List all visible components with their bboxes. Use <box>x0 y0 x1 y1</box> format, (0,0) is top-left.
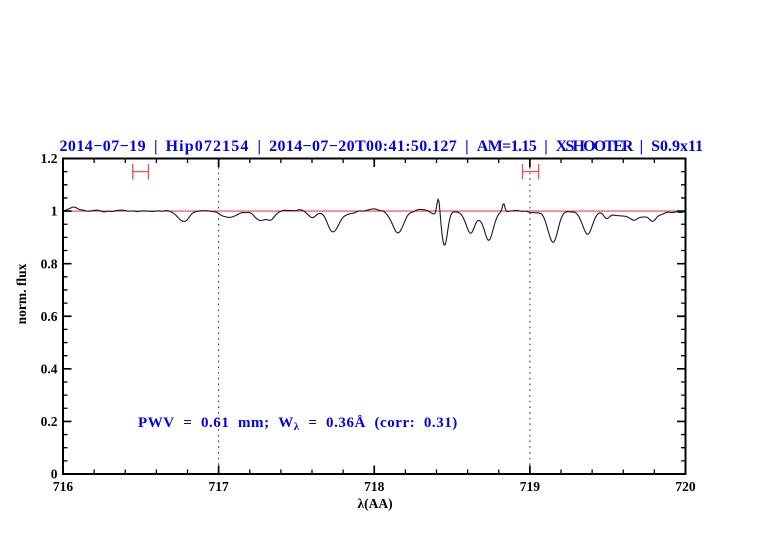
svg-text:λ(AA): λ(AA) <box>357 496 392 511</box>
svg-text:717: 717 <box>208 479 229 494</box>
svg-text:1.2: 1.2 <box>41 151 58 166</box>
svg-text:720: 720 <box>675 479 696 494</box>
svg-text:0.8: 0.8 <box>41 256 58 271</box>
svg-text:0.6: 0.6 <box>41 309 58 324</box>
svg-text:0: 0 <box>51 467 58 482</box>
svg-text:719: 719 <box>520 479 541 494</box>
svg-text:1: 1 <box>51 204 58 219</box>
svg-text:716: 716 <box>53 479 74 494</box>
svg-text:718: 718 <box>364 479 385 494</box>
svg-text:norm. flux: norm. flux <box>14 263 29 324</box>
svg-text:0.2: 0.2 <box>41 414 58 429</box>
svg-text:0.4: 0.4 <box>41 361 58 376</box>
svg-text:PWV = 0.61 mm; Wλ = 0.36: PWV = 0.61 mm; Wλ = 0.36Å (corr: 0.31) <box>138 415 458 433</box>
svg-text:2014−07−19 | Hip072154 | 2: 2014−07−19 | Hip072154 | 2014−07−20T00:4… <box>60 138 704 155</box>
